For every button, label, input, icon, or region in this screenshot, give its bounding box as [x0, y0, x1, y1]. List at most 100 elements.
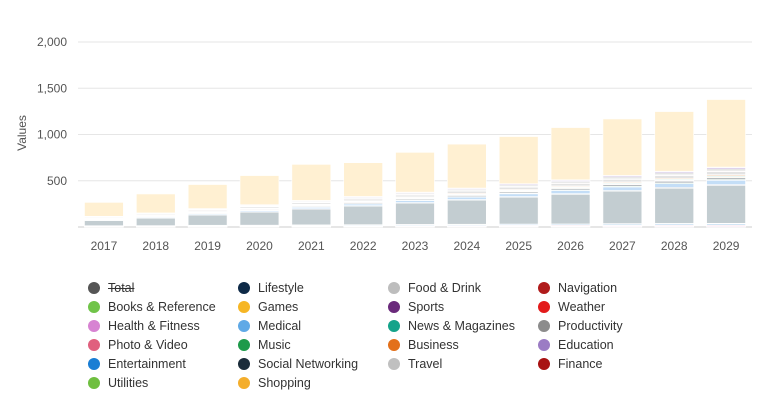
legend-item-navigation[interactable]: Navigation — [538, 278, 617, 297]
y-tick-label: 1,500 — [37, 81, 67, 95]
bar-segment-medical-2028[interactable] — [654, 183, 694, 188]
legend-marker-icon — [388, 300, 400, 313]
bar-segment-medical-2025[interactable] — [498, 193, 539, 197]
bar-segment-games-2025[interactable] — [498, 136, 539, 185]
bar-segment-food-drink-2028[interactable] — [654, 187, 694, 224]
legend-item-total[interactable]: Total — [88, 278, 134, 297]
bar-segment-travel-2026[interactable] — [550, 183, 591, 187]
bar-segment-games-2017[interactable] — [84, 202, 124, 217]
legend-marker-icon — [388, 319, 400, 332]
bar-segment-games-2026[interactable] — [550, 127, 591, 181]
x-tick-label: 2029 — [713, 239, 740, 253]
bar-segment-medical-2024[interactable] — [447, 196, 487, 200]
legend-marker-icon — [88, 319, 100, 332]
bar-segment-food-drink-2027[interactable] — [602, 190, 643, 224]
legend-item-photo-video[interactable]: Photo & Video — [88, 335, 188, 354]
legend-item-education[interactable]: Education — [538, 335, 614, 354]
bar-segment-food-drink-2019[interactable] — [187, 214, 228, 226]
legend-label: Utilities — [108, 375, 149, 390]
bar-segment-food-drink-2029[interactable] — [706, 185, 746, 224]
bar-segment-games-2019[interactable] — [187, 184, 228, 209]
legend-label: News & Magazines — [408, 318, 515, 333]
bar-segment-travel-2029[interactable] — [706, 171, 746, 175]
legend: Total Books & Reference Health & Fitness Ph… — [88, 278, 758, 398]
bar-segment-games-2023[interactable] — [395, 152, 435, 193]
bar-segment-medical-2029[interactable] — [706, 179, 746, 185]
legend-item-productivity[interactable]: Productivity — [538, 316, 623, 335]
bar-segment-travel-2024[interactable] — [447, 190, 487, 194]
bar-segment-food-drink-2018[interactable] — [136, 217, 176, 226]
bar-segment-games-2028[interactable] — [654, 111, 694, 172]
legend-item-sports[interactable]: Sports — [388, 297, 444, 316]
bar-segment-medical-2026[interactable] — [550, 190, 591, 194]
legend-marker-icon — [238, 281, 250, 294]
bar-segment-food-drink-2026[interactable] — [550, 194, 591, 225]
legend-label: Food & Drink — [408, 280, 481, 295]
legend-item-social-networking[interactable]: Social Networking — [238, 354, 358, 373]
bar-segment-travel-2028[interactable] — [654, 175, 694, 179]
legend-item-weather[interactable]: Weather — [538, 297, 605, 316]
bar-segment-games-2027[interactable] — [602, 118, 643, 176]
legend-label: Travel — [408, 356, 443, 371]
legend-marker-icon — [538, 357, 550, 370]
legend-item-lifestyle[interactable]: Lifestyle — [238, 278, 304, 297]
legend-item-business[interactable]: Business — [388, 335, 459, 354]
bar-segment-travel-2027[interactable] — [602, 179, 643, 183]
bar-segment-medical-2023[interactable] — [395, 200, 435, 203]
legend-marker-icon — [238, 357, 250, 370]
y-tick-label: 500 — [47, 174, 67, 188]
legend-marker-icon — [88, 300, 100, 313]
bar-segment-games-2024[interactable] — [447, 143, 487, 189]
legend-item-travel[interactable]: Travel — [388, 354, 442, 373]
legend-item-games[interactable]: Games — [238, 297, 298, 316]
legend-label: Games — [258, 299, 299, 314]
x-tick-label: 2028 — [661, 239, 688, 253]
legend-item-music[interactable]: Music — [238, 335, 291, 354]
legend-marker-icon — [388, 357, 400, 370]
bar-segment-games-2022[interactable] — [343, 162, 383, 197]
bar-segment-games-2029[interactable] — [706, 99, 746, 168]
legend-item-finance[interactable]: Finance — [538, 354, 602, 373]
legend-label: Business — [408, 337, 459, 352]
y-tick-label: 2,000 — [37, 35, 67, 49]
legend-label: Total — [108, 280, 135, 295]
legend-label: Shopping — [258, 375, 311, 390]
bar-segment-food-drink-2023[interactable] — [395, 202, 435, 225]
bar-segment-food-drink-2020[interactable] — [239, 211, 280, 226]
bar-segment-food-drink-2017[interactable] — [84, 220, 124, 227]
legend-item-utilities[interactable]: Utilities — [88, 373, 148, 392]
legend-item-medical[interactable]: Medical — [238, 316, 301, 335]
y-axis-tick-labels: 500 1,000 1,500 2,000 — [37, 35, 67, 188]
y-tick-label: 1,000 — [37, 128, 67, 142]
legend-item-entertainment[interactable]: Entertainment — [88, 354, 186, 373]
bar-segment-medical-2027[interactable] — [602, 186, 643, 191]
bars — [84, 99, 746, 228]
legend-label: Health & Fitness — [108, 318, 200, 333]
bar-segment-games-2020[interactable] — [239, 175, 280, 206]
legend-item-food-drink[interactable]: Food & Drink — [388, 278, 481, 297]
bar-segment-food-drink-2022[interactable] — [343, 205, 383, 225]
legend-marker-icon — [238, 319, 250, 332]
legend-label: Education — [558, 337, 614, 352]
bar-segment-games-2018[interactable] — [136, 193, 176, 214]
legend-label: Productivity — [558, 318, 623, 333]
bar-segment-food-drink-2024[interactable] — [447, 199, 487, 225]
x-tick-label: 2020 — [246, 239, 273, 253]
legend-item-news-magazines[interactable]: News & Magazines — [388, 316, 515, 335]
legend-marker-icon — [88, 281, 100, 294]
x-tick-label: 2023 — [402, 239, 429, 253]
x-tick-label: 2024 — [453, 239, 480, 253]
bar-segment-games-2021[interactable] — [291, 164, 332, 201]
legend-label: Photo & Video — [108, 337, 188, 352]
bar-segment-food-drink-2021[interactable] — [291, 208, 332, 226]
bar-segment-travel-2025[interactable] — [498, 186, 539, 190]
legend-marker-icon — [238, 300, 250, 313]
legend-label: Medical — [258, 318, 302, 333]
legend-item-shopping[interactable]: Shopping — [238, 373, 311, 392]
x-tick-label: 2021 — [298, 239, 325, 253]
legend-item-health-fitness[interactable]: Health & Fitness — [88, 316, 200, 335]
legend-item-books-reference[interactable]: Books & Reference — [88, 297, 216, 316]
bar-segment-food-drink-2025[interactable] — [498, 196, 539, 225]
legend-marker-icon — [238, 338, 250, 351]
y-axis-title: Values — [15, 115, 29, 151]
